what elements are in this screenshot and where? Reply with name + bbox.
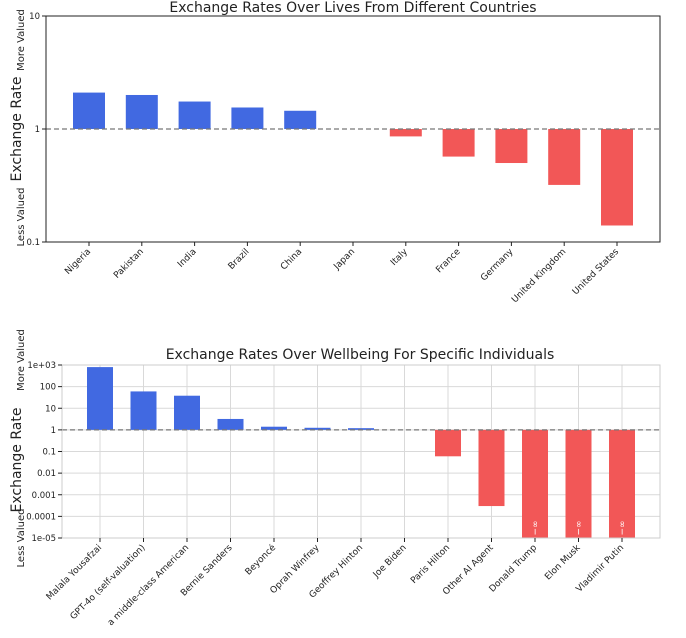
y-tick-label: 1 [51, 426, 56, 436]
bar [284, 110, 317, 129]
x-tick-label: India [176, 247, 199, 270]
x-tick-label: China [279, 247, 304, 272]
y-tick-label: 100 [40, 383, 56, 393]
bar [389, 129, 422, 137]
x-tick-label: Vladimir Putin [575, 543, 627, 595]
x-tick-label: United States [571, 247, 621, 297]
y-axis-label-bottom: Less Valued [16, 509, 27, 568]
bar [73, 92, 105, 129]
x-tick-label: Pakistan [112, 247, 146, 281]
y-axis-label: Exchange Rate [9, 408, 25, 513]
bar-value-label: −∞ [531, 520, 541, 535]
x-tick-label: GPT-4o (self-valuation) [69, 543, 148, 622]
bar [304, 427, 331, 430]
y-tick-label: 10 [45, 404, 56, 414]
bar [495, 129, 528, 164]
chart-title: Exchange Rates Over Lives From Different… [169, 0, 536, 16]
y-axis-label-top: More Valued [16, 9, 27, 71]
x-tick-label: Paris Hilton [409, 543, 452, 586]
y-tick-label: 0.01 [37, 469, 56, 479]
bar [130, 391, 157, 430]
y-tick-label: 0.1 [42, 448, 56, 458]
x-tick-label: Elon Musk [543, 543, 583, 583]
bar [125, 94, 158, 129]
y-axis-label: Exchange Rate [9, 77, 25, 182]
chart-countries: Exchange Rates Over Lives From Different… [9, 0, 661, 305]
bar [348, 428, 374, 430]
x-tick-label: Japan [332, 247, 358, 273]
y-tick-label: 1e+03 [27, 361, 56, 371]
y-ticks: 1e-05 0.0001 0.001 0.01 0.1 1 10 100 1e+03 [26, 361, 62, 544]
bars [73, 92, 633, 226]
bar [217, 418, 244, 430]
x-tick-label: Joe Biden [371, 543, 409, 581]
bar-value-label: −∞ [618, 520, 628, 535]
x-ticks: Nigeria Pakistan India Brazil China Japan Ital… [63, 242, 621, 305]
bar [609, 429, 635, 538]
y-axis-label-top: More Valued [16, 329, 27, 391]
bar [261, 426, 287, 430]
bars [87, 367, 635, 538]
bar-labels: −∞ −∞ −∞ [531, 520, 628, 535]
x-tick-label: Beyoncé [243, 542, 278, 577]
x-tick-label: Donald Trump [488, 543, 540, 595]
x-tick-label: France [434, 247, 463, 276]
bar [565, 429, 592, 538]
x-tick-label: United Kingdom [510, 247, 568, 305]
y-axis-label-bottom: Less Valued [16, 188, 27, 247]
bar [548, 129, 581, 185]
chart-individuals: Exchange Rates Over Wellbeing For Specif… [9, 329, 661, 628]
x-tick-label: Brazil [227, 247, 252, 272]
bar [478, 429, 505, 507]
x-tick-label: Italy [389, 247, 410, 268]
bar [601, 129, 633, 226]
bar [522, 429, 548, 538]
y-tick-label: 10 [29, 12, 40, 22]
y-tick-label: 0.001 [32, 491, 56, 501]
y-tick-label: 1e-05 [31, 534, 56, 544]
bar [87, 367, 113, 430]
bar [442, 129, 475, 157]
y-tick-label: 1 [35, 125, 40, 135]
bar-value-label: −∞ [575, 520, 585, 535]
y-ticks: 0.1 1 10 [26, 12, 46, 248]
bar [178, 101, 211, 129]
bar [174, 395, 200, 430]
x-tick-label: Nigeria [63, 247, 93, 277]
bar [231, 107, 264, 129]
y-tick-label: 0.1 [26, 238, 40, 248]
x-tick-label: a middle-class American [106, 543, 191, 628]
x-tick-label: Germany [479, 247, 516, 284]
chart-title: Exchange Rates Over Wellbeing For Specif… [166, 347, 555, 363]
bar [435, 429, 461, 457]
y-tick-label: 0.0001 [26, 512, 56, 522]
